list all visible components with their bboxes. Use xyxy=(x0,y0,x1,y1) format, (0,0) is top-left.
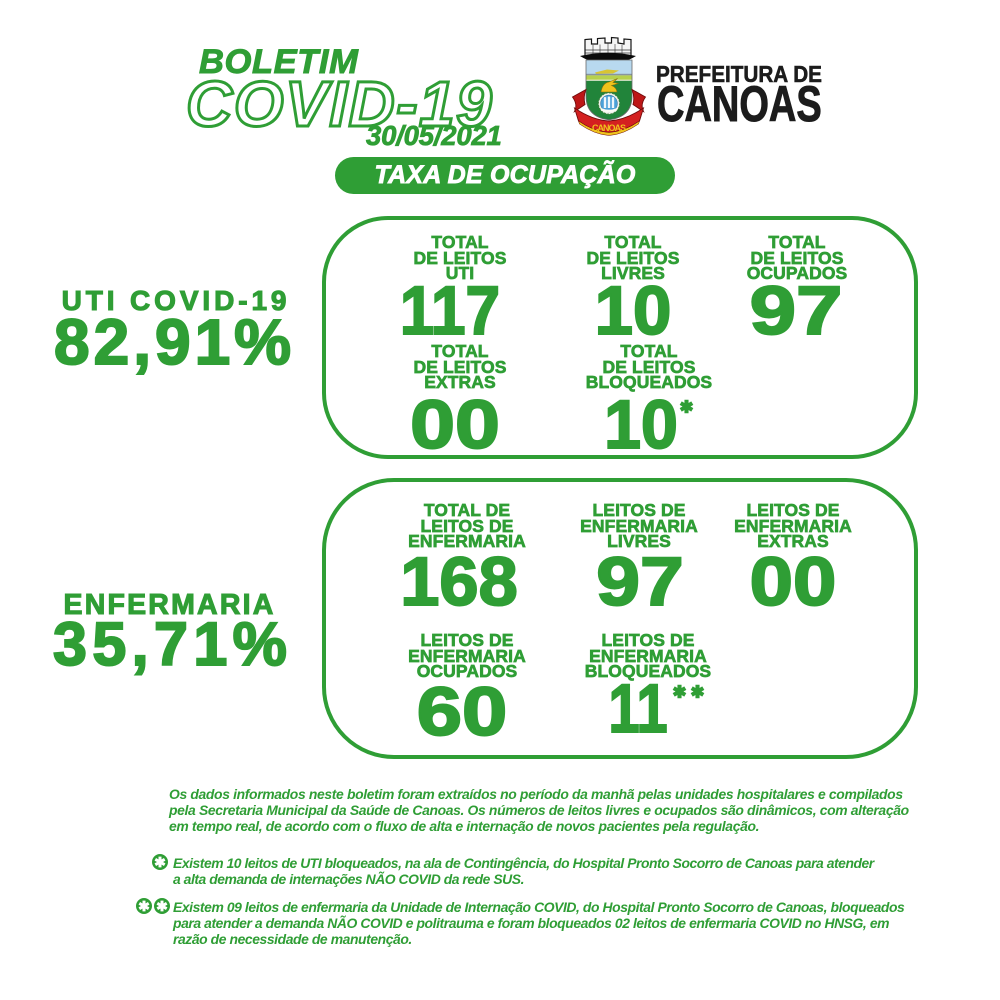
svg-text:CANOAS: CANOAS xyxy=(592,123,626,133)
